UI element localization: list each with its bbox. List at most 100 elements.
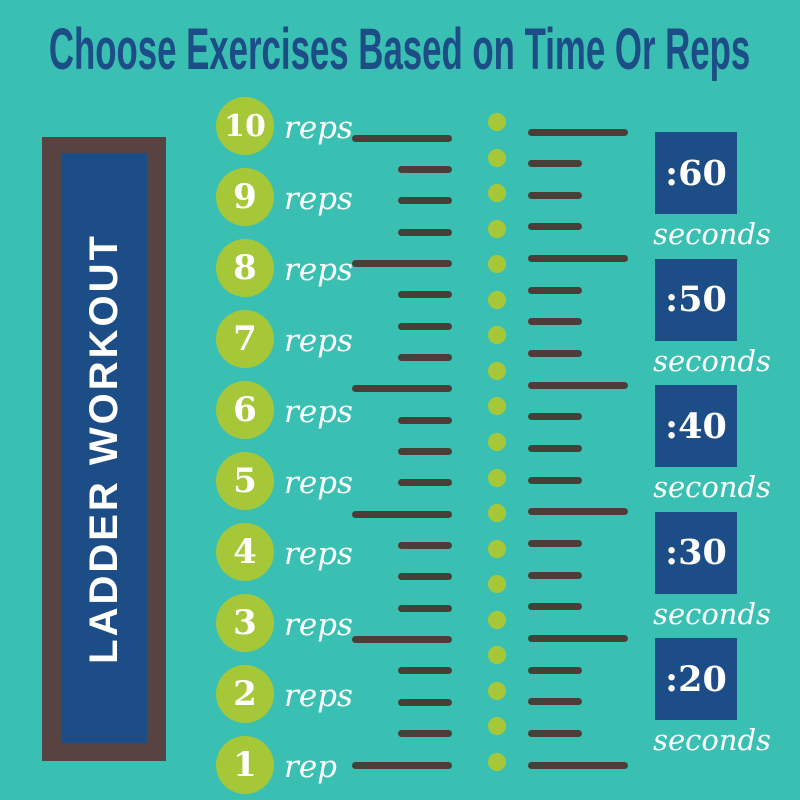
rep-unit-label: reps [284,252,353,288]
ladder-workout-sign: LADDER WORKOUT [42,137,166,761]
seconds-label: seconds [653,217,771,251]
ladder-rung-long [352,761,452,769]
time-value: :30 [665,532,727,573]
rep-circle: 9 [216,168,274,226]
rep-count: 7 [233,319,257,359]
time-box: :20 [655,638,737,720]
rep-circle: 1 [216,736,274,794]
ladder-rung-short [398,416,452,424]
ladder-dot [488,610,506,629]
ladder-rung-short [528,223,582,231]
ladder-rung-short [398,228,452,236]
ladder-rung-short [398,197,452,205]
ladder-dot [488,433,506,451]
ladder-rung-short [528,476,582,484]
ladder-rung-long [528,255,628,263]
ladder-rung-long [352,636,452,644]
ladder-rung-long [352,259,452,267]
ladder-rung-short [398,291,452,299]
seconds-label: seconds [653,470,771,504]
ladder-dot [488,468,506,487]
rep-unit-label: reps [284,536,353,572]
ladder-rung-short [398,604,452,612]
ladder-rung-short [528,603,582,611]
rep-count: 5 [233,461,257,501]
rep-unit-label: reps [284,465,353,501]
ladder-rung-short [528,350,582,358]
ladder-rung-long [352,510,452,518]
ladder-rung-short [528,286,582,294]
rep-unit-label: reps [284,110,353,146]
ladder-dot [488,646,506,665]
ladder-rung-short [398,542,452,550]
ladder-dot [488,397,506,416]
rep-count: 8 [233,248,257,288]
ladder-rung-short [398,479,452,487]
rep-circle: 7 [216,310,274,368]
ladder-rung-short [528,666,582,674]
time-box: :40 [655,385,737,467]
rep-unit-label: reps [284,323,353,359]
ladder-dot [488,290,506,309]
ladder-rung-long [528,508,628,516]
ladder-rung-long [352,385,452,393]
time-box: :50 [655,258,737,341]
rep-circle: 4 [216,523,274,581]
ladder-dot [488,753,506,771]
ladder-rung-short [398,730,452,738]
ladder-dot [488,361,506,380]
ladder-dot [488,255,506,274]
ladder-rung-short [528,191,582,199]
ladder-rung-short [398,448,452,455]
ladder-rung-short [528,318,582,326]
ladder-rung-long [528,761,628,769]
time-value: :20 [665,658,727,700]
rep-unit-label: reps [284,607,353,643]
time-value: :50 [665,279,727,320]
ladder-rung-long [528,128,628,136]
rep-circle: 6 [216,381,274,439]
ladder-dot [488,717,506,736]
ladder-rung-long [528,381,628,389]
ladder-rung-short [398,698,452,706]
ladder-dot [488,681,506,700]
page-title: Choose Exercises Based on Time Or Reps [49,17,751,82]
rep-count: 4 [233,532,257,572]
ladder-dot [488,504,506,523]
sign-label: LADDER WORKOUT [81,232,126,664]
ladder-dot [488,113,506,131]
ladder-rung-short [528,160,582,168]
sign-inner-panel: LADDER WORKOUT [61,153,147,743]
ladder-rung-short [398,353,452,361]
ladder-rung-short [398,573,452,581]
rep-unit-label: reps [284,181,353,217]
rep-unit-label: rep [284,749,338,785]
ladder-rung-short [398,667,452,675]
ladder-rung-short [398,165,452,173]
ladder-dot [488,219,506,238]
ladder-dot [488,539,506,558]
rep-circle: 8 [216,239,274,297]
time-value: :60 [665,152,727,194]
seconds-label: seconds [653,723,771,757]
rep-count: 10 [224,108,266,144]
rep-count: 6 [233,390,257,430]
ladder-rung-long [352,134,452,142]
ladder-rung-short [528,445,582,452]
ladder-rung-short [528,413,582,421]
ladder-rung-short [398,322,452,330]
ladder-rung-short [528,571,582,579]
rep-unit-label: reps [284,678,353,714]
rep-count: 2 [233,674,257,714]
time-box: :30 [655,511,737,594]
ladder-rung-short [528,539,582,547]
rep-circle: 10 [216,97,274,155]
rep-count: 3 [233,603,257,643]
title-container: Choose Exercises Based on Time Or Reps [0,17,800,82]
rep-circle: 3 [216,594,274,652]
ladder-dot [488,148,506,167]
time-value: :40 [665,405,727,447]
rep-count: 1 [233,745,257,785]
seconds-label: seconds [653,596,771,631]
